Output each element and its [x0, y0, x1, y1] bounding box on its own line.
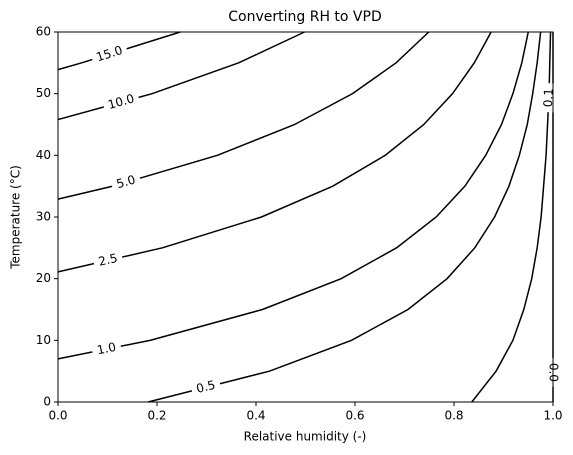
- y-tick-label: 60: [36, 25, 51, 39]
- contour-label: 2.5: [97, 251, 119, 269]
- contour-label-group: 0.1: [541, 82, 556, 113]
- y-tick-label: 30: [36, 210, 51, 224]
- contour-labels: 15.010.05.02.51.00.50.10.0: [90, 43, 561, 397]
- contour-label: 10.0: [106, 91, 135, 112]
- x-tick-label: 0.8: [444, 409, 463, 423]
- contour-label-group: 5.0: [110, 172, 142, 193]
- contour-line: [471, 31, 552, 403]
- y-tick-label: 40: [36, 148, 51, 162]
- contour-line: [147, 31, 542, 403]
- contour-label-group: 10.0: [102, 91, 141, 113]
- contour-label-group: 0.5: [190, 377, 222, 397]
- contour-line: [57, 31, 492, 273]
- y-tick-label: 50: [36, 86, 51, 100]
- contour-label: 5.0: [115, 172, 137, 191]
- label-gap: [110, 172, 142, 193]
- contour-label-group: 1.0: [91, 340, 122, 358]
- label-gap: [90, 43, 129, 66]
- chart-title: Converting RH to VPD: [228, 9, 381, 25]
- contour-line: [57, 31, 305, 121]
- contour-label: 15.0: [94, 43, 124, 64]
- x-tick-label: 0.6: [345, 409, 364, 423]
- label-gap: [190, 377, 222, 397]
- x-tick-label: 1.0: [543, 409, 562, 423]
- x-tick-label: 0.0: [48, 409, 67, 423]
- label-gap: [102, 91, 141, 113]
- contours: [57, 31, 554, 403]
- label-gap: [542, 82, 556, 113]
- y-tick-label: 10: [36, 333, 51, 347]
- x-axis-label: Relative humidity (-): [244, 430, 367, 444]
- x-tick-label: 0.4: [246, 409, 265, 423]
- y-axis-label: Temperature (°C): [9, 165, 23, 270]
- y-tick-label: 20: [36, 271, 51, 285]
- contour-label: 0.1: [541, 88, 556, 108]
- label-gap: [92, 251, 124, 270]
- contour-label-group: 2.5: [92, 251, 124, 270]
- contour-label: 1.0: [96, 340, 117, 357]
- contour-label: 0.5: [195, 378, 217, 396]
- x-tick-label: 0.2: [147, 409, 166, 423]
- label-gap: [91, 340, 122, 358]
- y-tick-label: 0: [43, 395, 51, 409]
- contour-line: [57, 31, 181, 71]
- contour-line: [57, 31, 529, 360]
- contour-label-group: 15.0: [90, 43, 129, 66]
- plot-frame: [57, 31, 554, 403]
